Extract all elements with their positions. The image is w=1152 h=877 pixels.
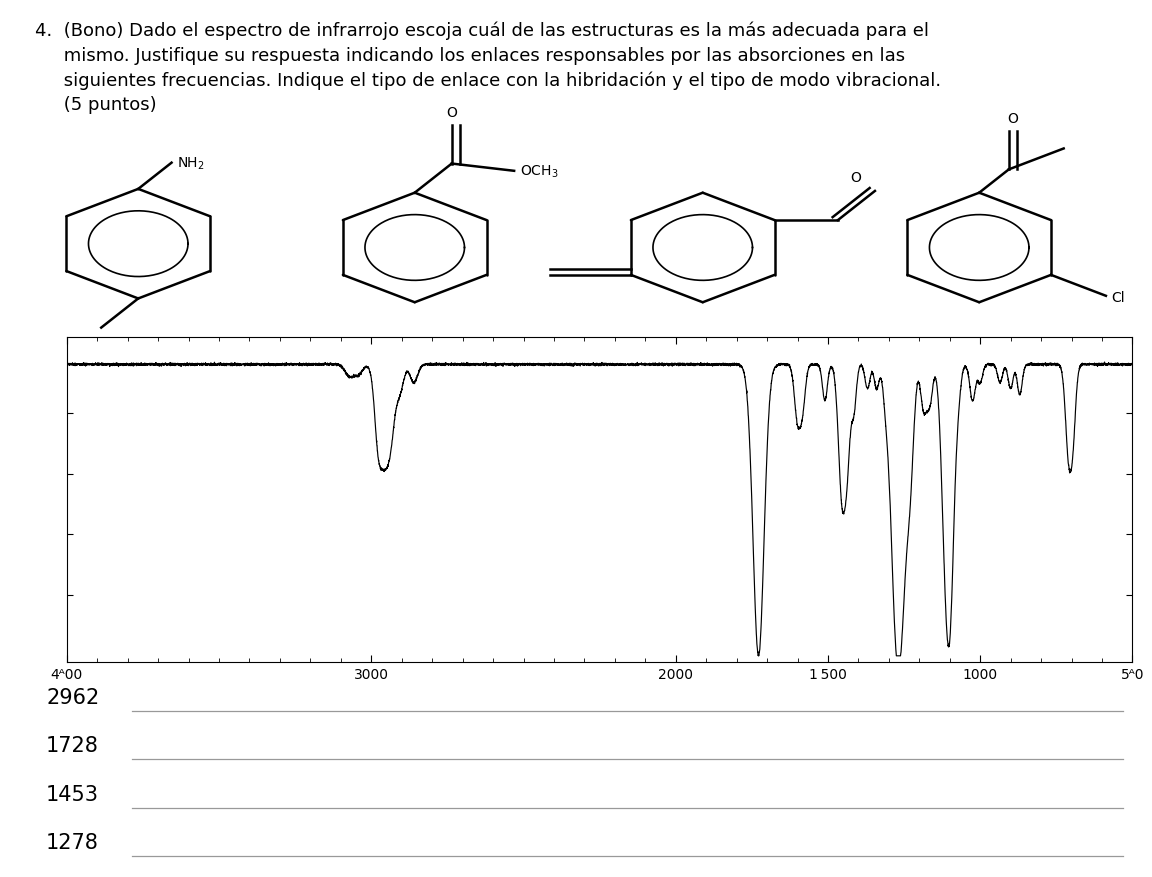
- Text: 2962: 2962: [46, 688, 99, 707]
- Text: 4.  (Bono) Dado el espectro de infrarrojo escoja cuál de las estructuras es la m: 4. (Bono) Dado el espectro de infrarrojo…: [35, 22, 929, 40]
- Text: O: O: [850, 170, 861, 184]
- Text: (5 puntos): (5 puntos): [35, 96, 157, 114]
- Text: 1453: 1453: [46, 784, 99, 803]
- Text: Cl: Cl: [1112, 291, 1126, 305]
- Text: 1728: 1728: [46, 736, 99, 755]
- Text: siguientes frecuencias. Indique el tipo de enlace con la hibridación y el tipo d: siguientes frecuencias. Indique el tipo …: [35, 71, 941, 89]
- Text: O: O: [1007, 112, 1018, 126]
- Text: O: O: [446, 106, 457, 120]
- Text: 1278: 1278: [46, 832, 99, 852]
- Text: OCH$_3$: OCH$_3$: [520, 163, 559, 180]
- Text: mismo. Justifique su respuesta indicando los enlaces responsables por las absorc: mismo. Justifique su respuesta indicando…: [35, 46, 904, 65]
- Text: NH$_2$: NH$_2$: [177, 155, 205, 172]
